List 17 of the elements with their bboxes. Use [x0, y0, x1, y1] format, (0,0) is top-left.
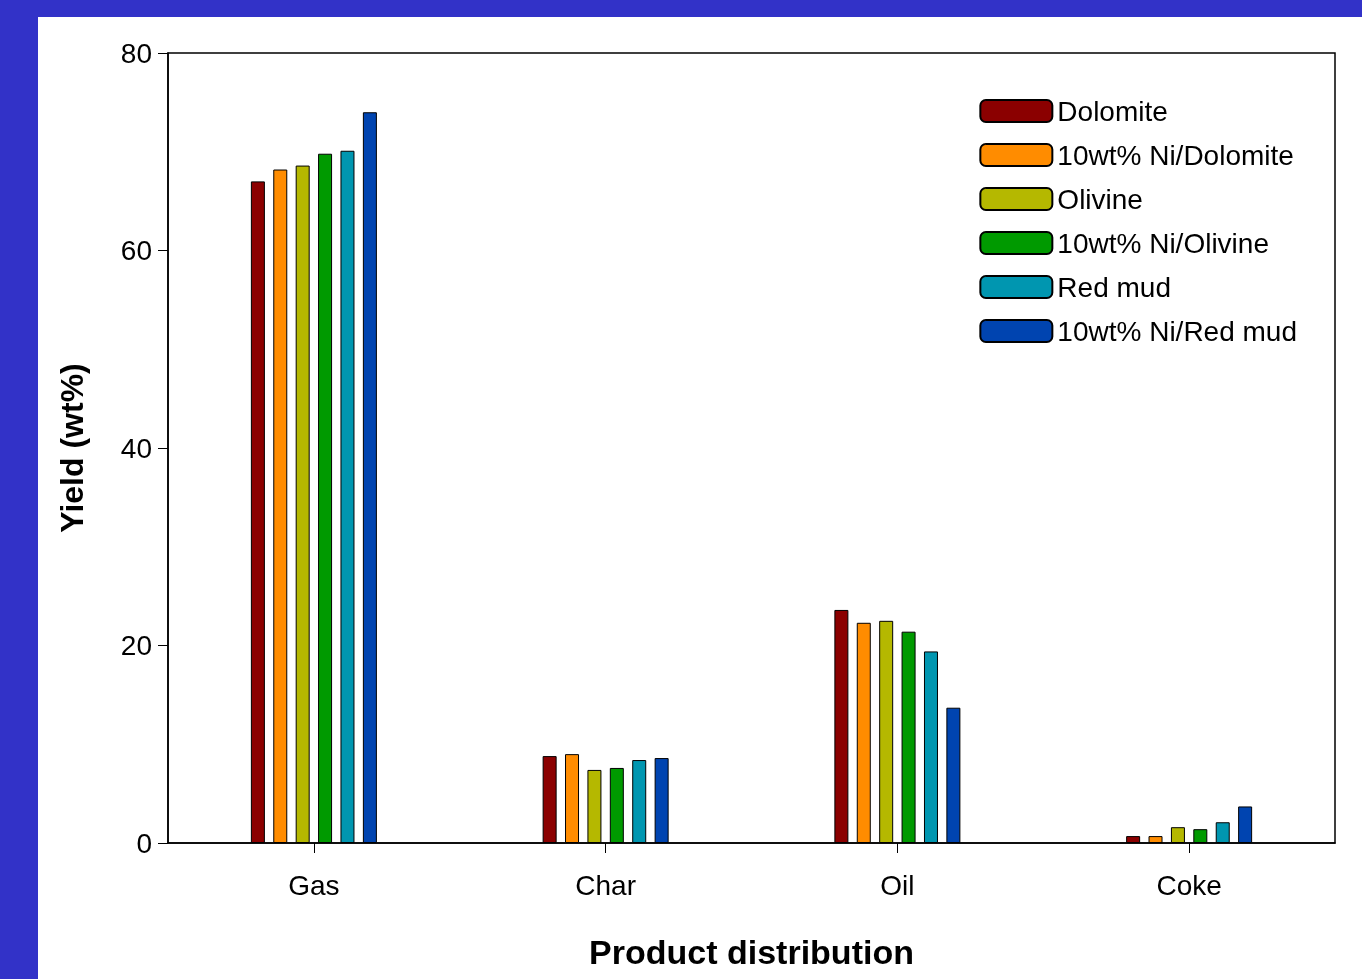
x-axis-title: Product distribution — [589, 933, 914, 971]
x-tick-label: Char — [575, 869, 636, 901]
legend-label: Red mud — [1057, 271, 1171, 303]
y-tick-label: 20 — [120, 630, 152, 661]
x-tick-label: Oil — [880, 869, 915, 901]
legend-label: Dolomite — [1057, 95, 1168, 127]
y-tick-label: 0 — [136, 827, 152, 859]
y-axis-title: Yield (wt%) — [54, 363, 90, 533]
y-tick-label: 40 — [120, 432, 152, 464]
y-tick-label: 80 — [120, 37, 152, 69]
legend-label: 10wt% Ni/Olivine — [1057, 227, 1269, 259]
legend-label: 10wt% Ni/Dolomite — [1057, 139, 1294, 171]
x-tick-label: Coke — [1156, 869, 1222, 901]
legend-label: Olivine — [1057, 183, 1143, 215]
legend-label: 10wt% Ni/Red mud — [1057, 315, 1297, 347]
y-tick-label: 60 — [120, 235, 152, 266]
x-tick-label: Gas — [288, 869, 340, 901]
